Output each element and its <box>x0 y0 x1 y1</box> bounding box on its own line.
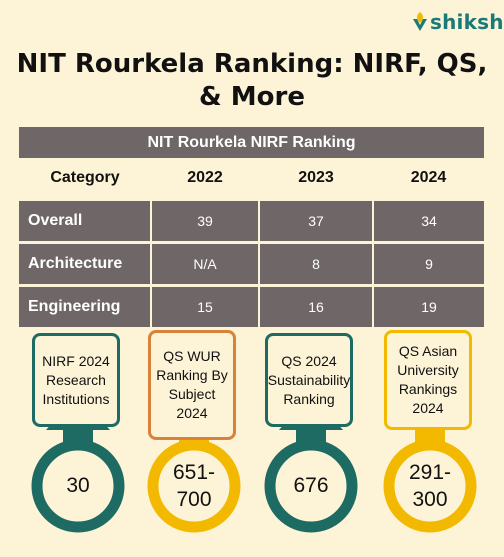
row-value: 9 <box>371 241 485 286</box>
table-header-row: Category 2022 2023 2024 <box>19 158 485 200</box>
row-value: 37 <box>258 198 373 243</box>
badge-qs-wur-subject: QS WUR Ranking By Subject 2024 651- 700 <box>146 330 246 557</box>
badge-nirf-research: NIRF 2024 Research Institutions 30 <box>30 330 130 557</box>
row-category: Engineering <box>19 284 151 327</box>
shiksha-logo: shiksha <box>412 10 504 34</box>
table-row-engineering: Engineering 15 16 19 <box>19 284 485 327</box>
row-value: 15 <box>150 284 259 327</box>
page-title: NIT Rourkela Ranking: NIRF, QS, & More <box>0 48 504 114</box>
header-category: Category <box>19 158 151 200</box>
badge-label: QS 2024 Sustainability Ranking <box>265 333 353 427</box>
badge-value: 30 <box>66 474 90 497</box>
badge-qs-sustainability: QS 2024 Sustainability Ranking 676 <box>263 330 363 557</box>
row-value: N/A <box>150 241 259 286</box>
row-value: 8 <box>258 241 373 286</box>
row-value: 19 <box>371 284 485 327</box>
header-2024: 2024 <box>373 158 485 200</box>
table-row-architecture: Architecture N/A 8 9 <box>19 241 485 286</box>
table-caption: NIT Rourkela NIRF Ranking <box>19 127 485 158</box>
page-title-line1: NIT Rourkela Ranking: NIRF, QS, <box>16 49 488 79</box>
badge-value: 676 <box>293 474 329 497</box>
badge-value-line2: 300 <box>412 488 448 511</box>
badge-value-line1: 291- <box>408 461 452 484</box>
badge-value-line2: 700 <box>176 488 212 511</box>
badge-label: NIRF 2024 Research Institutions <box>32 333 120 427</box>
shiksha-logo-text: shiksha <box>430 10 504 34</box>
row-value: 34 <box>371 198 485 243</box>
badge-label: QS Asian University Rankings 2024 <box>384 330 472 430</box>
badge-value: 651- 700 <box>154 459 234 513</box>
nirf-ranking-table: NIT Rourkela NIRF Ranking Category 2022 … <box>19 127 485 327</box>
table-row-overall: Overall 39 37 34 <box>19 198 485 243</box>
row-category: Overall <box>19 198 151 243</box>
row-value: 39 <box>150 198 259 243</box>
page-title-line2: & More <box>199 82 305 112</box>
badge-value-line1: 651- <box>172 461 216 484</box>
row-category: Architecture <box>19 241 151 286</box>
shiksha-logo-icon <box>412 11 428 33</box>
header-2023: 2023 <box>259 158 373 200</box>
ranking-badges: NIRF 2024 Research Institutions 30 QS WU… <box>0 330 504 557</box>
badge-value: 291- 300 <box>390 459 470 513</box>
badge-label: QS WUR Ranking By Subject 2024 <box>148 330 236 440</box>
row-value: 16 <box>258 284 373 327</box>
table-caption-row: NIT Rourkela NIRF Ranking <box>19 127 485 158</box>
header-2022: 2022 <box>151 158 259 200</box>
badge-qs-asian: QS Asian University Rankings 2024 291- 3… <box>382 330 482 557</box>
